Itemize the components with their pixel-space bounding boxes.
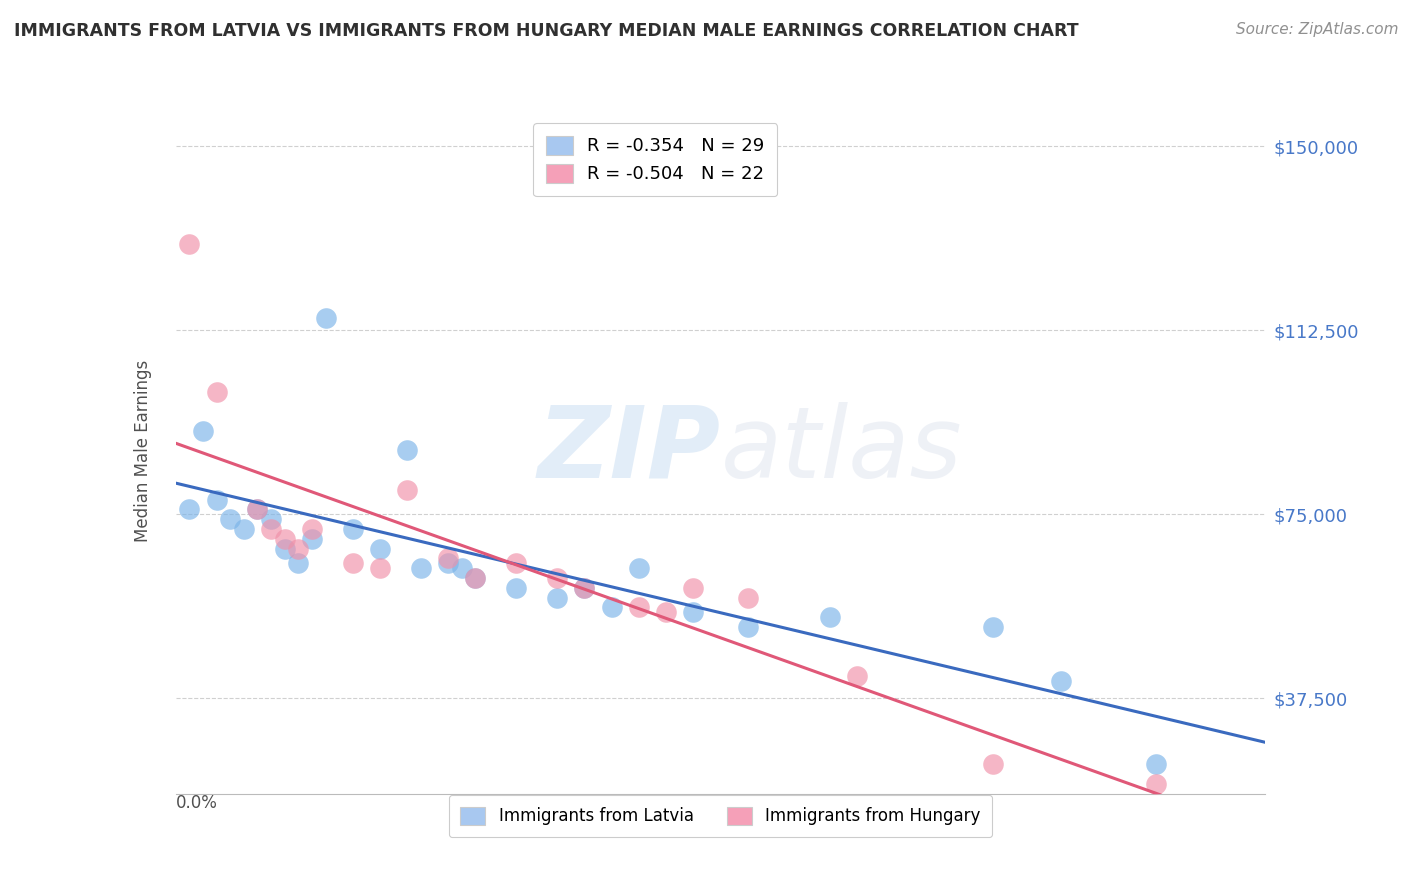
- Point: [981, 620, 1004, 634]
- Point: [574, 581, 596, 595]
- Point: [205, 492, 228, 507]
- Point: [287, 541, 309, 556]
- Point: [845, 669, 868, 683]
- Point: [505, 581, 527, 595]
- Point: [342, 522, 364, 536]
- Point: [450, 561, 472, 575]
- Point: [396, 483, 419, 497]
- Point: [246, 502, 269, 516]
- Point: [179, 237, 201, 252]
- Point: [437, 551, 460, 566]
- Point: [205, 384, 228, 399]
- Legend: Immigrants from Latvia, Immigrants from Hungary: Immigrants from Latvia, Immigrants from …: [449, 795, 993, 837]
- Point: [287, 557, 309, 571]
- Point: [260, 522, 283, 536]
- Text: Source: ZipAtlas.com: Source: ZipAtlas.com: [1236, 22, 1399, 37]
- Point: [464, 571, 486, 585]
- Point: [396, 443, 419, 458]
- Point: [464, 571, 486, 585]
- Point: [301, 532, 323, 546]
- Point: [546, 571, 568, 585]
- Point: [546, 591, 568, 605]
- Point: [627, 600, 650, 615]
- Text: IMMIGRANTS FROM LATVIA VS IMMIGRANTS FROM HUNGARY MEDIAN MALE EARNINGS CORRELATI: IMMIGRANTS FROM LATVIA VS IMMIGRANTS FRO…: [14, 22, 1078, 40]
- Point: [682, 581, 704, 595]
- Text: 0.0%: 0.0%: [176, 794, 218, 812]
- Point: [409, 561, 432, 575]
- Point: [737, 591, 759, 605]
- Point: [301, 522, 323, 536]
- Point: [981, 757, 1004, 772]
- Point: [1144, 777, 1167, 791]
- Point: [574, 581, 596, 595]
- Point: [505, 557, 527, 571]
- Point: [437, 557, 460, 571]
- Point: [368, 541, 391, 556]
- Point: [342, 557, 364, 571]
- Point: [737, 620, 759, 634]
- Point: [274, 541, 297, 556]
- Point: [600, 600, 623, 615]
- Point: [1144, 757, 1167, 772]
- Point: [368, 561, 391, 575]
- Text: atlas: atlas: [721, 402, 962, 499]
- Point: [260, 512, 283, 526]
- Point: [682, 605, 704, 619]
- Y-axis label: Median Male Earnings: Median Male Earnings: [134, 359, 152, 541]
- Point: [232, 522, 254, 536]
- Point: [191, 424, 214, 438]
- Text: ZIP: ZIP: [537, 402, 721, 499]
- Point: [655, 605, 678, 619]
- Point: [818, 610, 841, 624]
- Point: [315, 311, 337, 326]
- Point: [179, 502, 201, 516]
- Point: [627, 561, 650, 575]
- Point: [274, 532, 297, 546]
- Point: [1050, 674, 1073, 689]
- Point: [246, 502, 269, 516]
- Point: [219, 512, 242, 526]
